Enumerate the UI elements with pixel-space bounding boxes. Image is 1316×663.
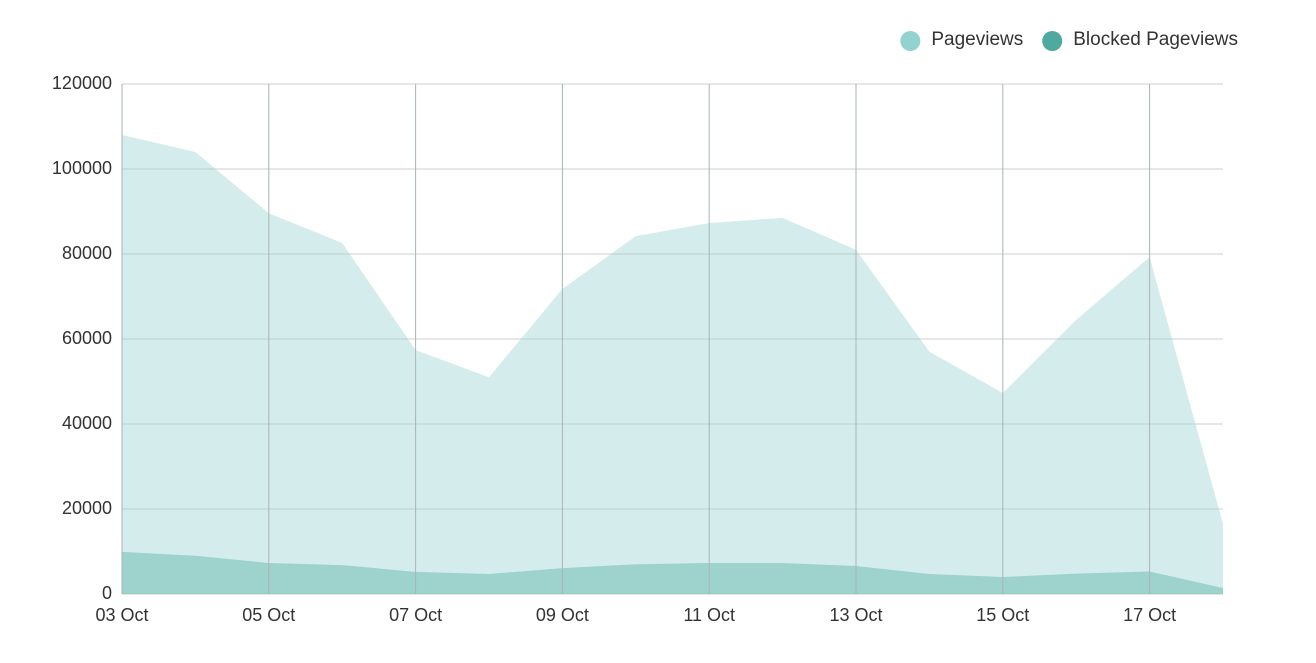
x-tick-label: 11 Oct — [683, 605, 735, 625]
y-tick-label: 0 — [102, 583, 112, 603]
x-tick-label: 15 Oct — [976, 605, 1029, 625]
y-tick-label: 20000 — [62, 498, 112, 518]
x-tick-label: 05 Oct — [242, 605, 295, 625]
x-tick-label: 07 Oct — [389, 605, 442, 625]
legend-label: Blocked Pageviews — [1073, 29, 1238, 50]
legend-label: Pageviews — [931, 29, 1023, 50]
y-tick-label: 100000 — [52, 158, 112, 178]
legend-swatch — [1042, 31, 1063, 51]
x-tick-label: 13 Oct — [829, 605, 882, 625]
y-tick-label: 40000 — [62, 413, 112, 433]
legend-swatch — [900, 31, 921, 51]
area — [122, 135, 1223, 594]
y-tick-label: 60000 — [62, 328, 112, 348]
y-tick-label: 120000 — [52, 73, 112, 93]
x-tick-label: 17 Oct — [1123, 605, 1176, 625]
x-tick-label: 09 Oct — [536, 605, 589, 625]
y-tick-label: 80000 — [62, 243, 112, 263]
area — [122, 551, 1223, 594]
x-tick-label: 03 Oct — [95, 605, 148, 625]
